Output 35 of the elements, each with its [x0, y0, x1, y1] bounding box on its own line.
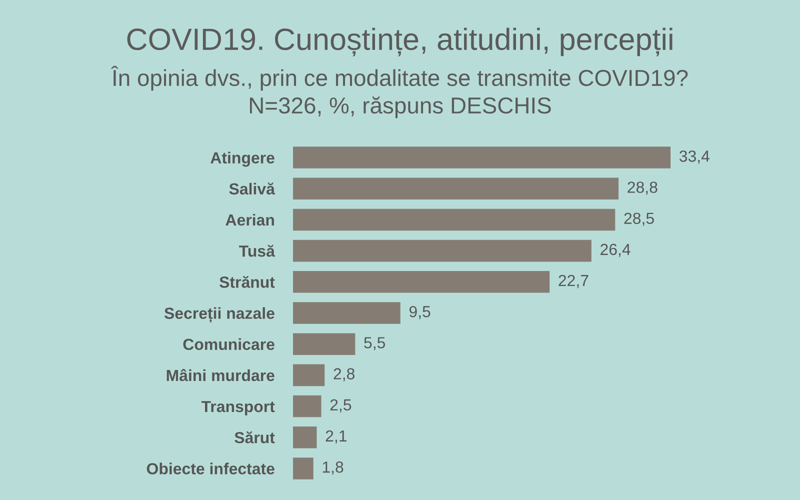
bar	[293, 271, 550, 293]
data-label: 5,5	[364, 337, 386, 350]
data-label: 28,5	[624, 212, 654, 226]
y-tick-label: Tusă	[239, 244, 276, 257]
data-label: 2,8	[334, 368, 354, 382]
y-tick-label: Aerian	[226, 214, 274, 226]
data-label: 22,7	[558, 274, 588, 288]
y-tick-label: Sărut	[234, 431, 275, 444]
y-tick-label: Salivă	[229, 182, 276, 195]
bar	[293, 208, 616, 231]
data-label: 2,1	[326, 430, 346, 444]
y-tick-label: Secreții nazale	[164, 307, 274, 322]
data-label: 33,4	[679, 150, 710, 164]
bar	[293, 458, 314, 480]
y-tick-label: Atingere	[210, 152, 274, 167]
bar	[293, 395, 322, 418]
bar	[293, 364, 325, 386]
data-label: 2,5	[330, 399, 352, 412]
bar	[293, 240, 592, 262]
bar	[293, 333, 356, 355]
data-label: 26,4	[600, 244, 630, 257]
data-label: 28,8	[628, 182, 658, 195]
y-tick-label: Strănut	[220, 276, 275, 288]
bar	[293, 426, 317, 448]
y-tick-label: Transport	[201, 401, 275, 416]
chart-title: COVID19. Cunoștințe, atitudini, percepții	[127, 28, 672, 56]
data-label: 1,8	[322, 461, 344, 475]
bar	[293, 302, 400, 324]
bar	[293, 146, 671, 168]
bar	[293, 178, 619, 200]
data-label: 9,5	[409, 306, 430, 320]
y-tick-label: Obiecte infectate	[146, 462, 274, 474]
y-tick-label: Comunicare	[183, 338, 274, 350]
chart-subtitle: În opinia dvs., prin ce modalitate se transmite COVID19? N=326, %, răspuns DESCHIS	[110, 66, 688, 118]
y-tick-label: Mâini murdare	[166, 369, 274, 382]
